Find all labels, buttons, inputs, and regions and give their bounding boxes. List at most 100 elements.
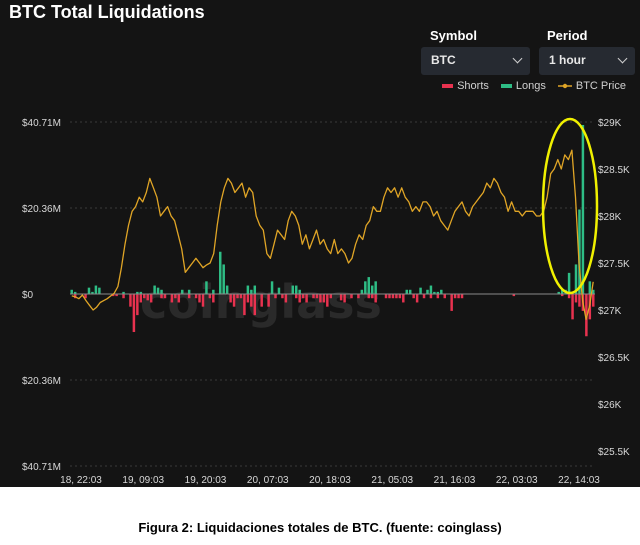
x-tick-label: 22, 14:03 [558, 475, 600, 486]
short-bar [585, 294, 588, 337]
y-left-tick-label: $0 [22, 290, 34, 301]
short-bar [398, 294, 402, 299]
short-bar [194, 294, 198, 299]
legend-item-longs[interactable]: Longs [500, 80, 546, 92]
short-bar [422, 294, 426, 299]
short-bar [574, 294, 578, 303]
long-bar [91, 291, 94, 294]
y-left-tick-label: $20.36M [22, 376, 61, 387]
long-bar [94, 285, 98, 294]
x-tick-label: 18, 22:03 [60, 475, 102, 486]
short-bar [274, 294, 277, 299]
y-right-tick-label: $27.5K [598, 259, 630, 270]
long-bar [405, 289, 409, 294]
longs-swatch [500, 84, 512, 88]
short-bar [250, 294, 253, 307]
long-bar [139, 291, 143, 294]
long-bar [181, 289, 184, 294]
short-bar [301, 294, 305, 299]
short-bar [281, 294, 284, 299]
short-bar [294, 294, 298, 299]
shorts-swatch [442, 84, 454, 88]
short-bar [143, 294, 146, 299]
x-tick-label: 19, 20:03 [185, 475, 227, 486]
page-title: BTC Total Liquidations [9, 2, 205, 22]
price-swatch [557, 83, 572, 89]
legend-item-price[interactable]: BTC Price [557, 80, 626, 92]
x-tick-label: 20, 18:03 [309, 475, 351, 486]
btc-price-line [71, 149, 594, 321]
short-bar [571, 294, 574, 320]
long-bar [298, 289, 301, 294]
short-bar [177, 294, 181, 303]
long-bar [225, 285, 229, 294]
long-bar [156, 287, 160, 294]
short-bar [201, 294, 205, 307]
short-bar [236, 294, 239, 299]
long-bar [73, 291, 77, 294]
short-bar [443, 294, 446, 299]
long-bar [250, 289, 253, 294]
short-bar [305, 294, 308, 303]
short-bar [350, 294, 353, 299]
x-tick-label: 21, 05:03 [371, 475, 413, 486]
period-value: 1 hour [549, 53, 586, 67]
short-bar [260, 294, 263, 307]
short-bar [339, 294, 343, 301]
legend-item-shorts[interactable]: Shorts [442, 80, 489, 92]
short-bar [567, 294, 571, 299]
short-bar [149, 294, 153, 303]
short-bar [212, 294, 215, 303]
short-bar [136, 294, 139, 316]
symbol-select[interactable]: BTC [421, 47, 530, 75]
long-bar [560, 289, 564, 294]
period-label: Period [547, 28, 588, 43]
short-bar [460, 294, 464, 299]
long-bar [364, 281, 367, 294]
long-bar [294, 285, 298, 294]
short-bar [357, 294, 360, 299]
long-bar [440, 289, 443, 294]
short-bar [326, 294, 329, 307]
short-bar [315, 294, 319, 299]
long-bar [374, 281, 377, 294]
short-bar [246, 294, 250, 303]
long-bar [222, 264, 225, 294]
short-bar [374, 294, 377, 303]
short-bar [253, 294, 257, 316]
short-bar [239, 294, 243, 299]
short-bar [592, 294, 595, 307]
short-bar [170, 294, 174, 303]
legend-label-price: BTC Price [575, 80, 626, 92]
long-bar [557, 291, 560, 294]
short-bar [395, 294, 398, 299]
long-bar [429, 285, 433, 294]
long-bar [419, 287, 422, 294]
short-bar [267, 294, 270, 307]
long-bar [219, 251, 222, 294]
short-bar [243, 294, 246, 316]
short-bar [163, 294, 167, 299]
long-bar [433, 291, 436, 294]
y-right-tick-label: $25.5K [598, 447, 630, 458]
long-bar [253, 285, 257, 294]
short-bar [284, 294, 288, 303]
period-select[interactable]: 1 hour [539, 47, 635, 75]
short-bar [578, 294, 581, 307]
short-bar [388, 294, 391, 299]
short-bar [457, 294, 460, 299]
short-bar [415, 294, 419, 303]
y-left-tick-label: $40.71M [22, 118, 61, 129]
y-right-tick-label: $27K [598, 306, 622, 317]
short-bar [111, 294, 115, 297]
y-right-tick-label: $26.5K [598, 353, 630, 364]
long-bar [291, 285, 295, 294]
short-bar [402, 294, 405, 303]
short-bar [436, 294, 440, 299]
long-bar [408, 289, 412, 294]
long-bar [567, 272, 571, 294]
short-bar [319, 294, 322, 303]
long-bar [122, 291, 125, 294]
short-bar [129, 294, 132, 307]
legend-label-shorts: Shorts [457, 80, 489, 92]
